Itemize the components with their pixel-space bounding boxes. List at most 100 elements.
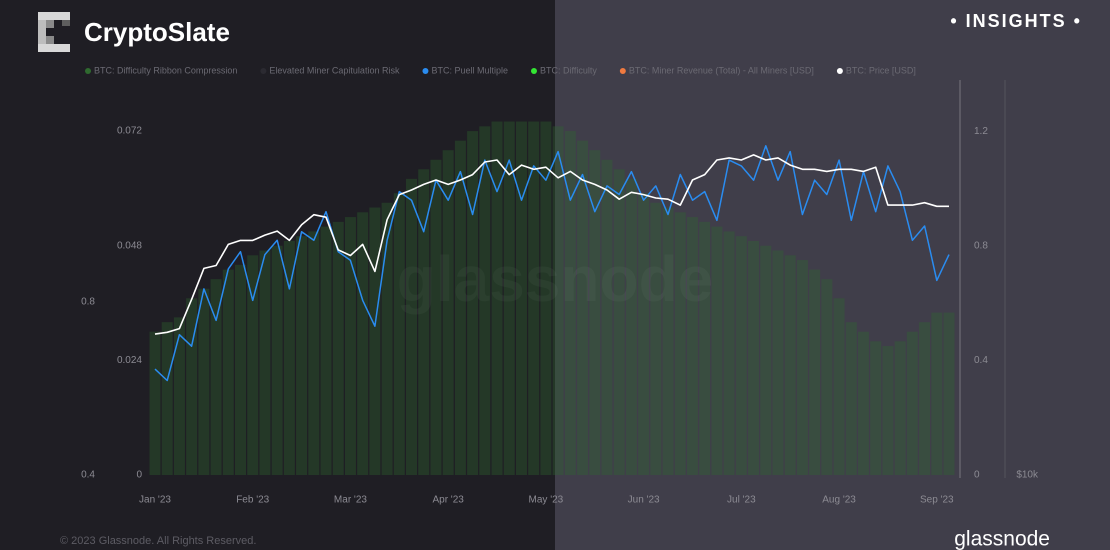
y-tick-label: 1.2 xyxy=(974,126,988,137)
bar xyxy=(601,159,613,475)
bar xyxy=(735,236,747,475)
bar xyxy=(711,226,723,475)
bar xyxy=(235,264,247,475)
bar xyxy=(479,126,491,475)
bar xyxy=(674,212,686,475)
y3-tick-label: 0.8 xyxy=(81,297,95,308)
bar xyxy=(931,312,943,475)
bar xyxy=(528,121,540,476)
bar xyxy=(222,269,234,475)
copyright: © 2023 Glassnode. All Rights Reserved. xyxy=(60,535,256,547)
bar xyxy=(894,341,906,475)
bar xyxy=(943,312,955,475)
bar xyxy=(723,231,735,475)
bar xyxy=(467,131,479,475)
bar xyxy=(540,121,552,476)
bar xyxy=(332,221,344,475)
legend-marker xyxy=(530,68,537,74)
bar xyxy=(613,169,625,475)
y-tick-label: 0 xyxy=(974,470,980,481)
x-tick-label: Mar '23 xyxy=(334,495,367,506)
bar xyxy=(369,207,381,475)
x-tick-label: Feb '23 xyxy=(236,495,269,506)
bar xyxy=(906,331,918,475)
x-tick-label: Aug '23 xyxy=(822,495,856,506)
x-tick-label: Jul '23 xyxy=(727,495,756,506)
bar xyxy=(186,298,198,475)
logo-icon xyxy=(38,12,70,52)
bar xyxy=(577,140,589,476)
y3-tick-label: 0.4 xyxy=(81,470,95,481)
x-tick-label: Jan '23 xyxy=(139,495,171,506)
bar xyxy=(772,250,784,475)
bar xyxy=(564,131,576,475)
bar xyxy=(845,322,857,475)
bar xyxy=(515,121,527,476)
bar xyxy=(919,322,931,475)
bar xyxy=(760,245,772,475)
bar xyxy=(552,126,564,475)
bar xyxy=(247,255,259,475)
bar xyxy=(796,260,808,475)
bar xyxy=(308,231,320,475)
bar xyxy=(210,279,222,475)
bar xyxy=(503,121,515,476)
bar xyxy=(638,193,650,475)
y-tick-label: 0.4 xyxy=(974,355,988,366)
bar xyxy=(870,341,882,475)
bar xyxy=(784,255,796,475)
x-tick-label: Sep '23 xyxy=(920,495,954,506)
bar xyxy=(149,331,161,475)
series-line xyxy=(154,154,949,335)
bar xyxy=(454,140,466,476)
bar xyxy=(821,279,833,475)
y2-tick-label: 0.024 xyxy=(117,355,142,366)
x-tick-label: Apr '23 xyxy=(432,495,464,506)
y2-tick-label: 0 xyxy=(136,470,142,481)
legend-label: BTC: Difficulty xyxy=(540,65,597,75)
bar xyxy=(418,169,430,475)
bar xyxy=(393,193,405,475)
y-tick-label: 0.8 xyxy=(974,241,988,252)
bar xyxy=(491,121,503,476)
watermark: glassnode xyxy=(397,243,714,315)
bar xyxy=(748,240,760,475)
legend-marker xyxy=(85,68,91,74)
bar xyxy=(857,331,869,475)
tag: • INSIGHTS • xyxy=(950,11,1082,31)
bar xyxy=(161,322,173,475)
plot xyxy=(149,121,955,476)
legend-marker xyxy=(260,68,267,74)
bg-left xyxy=(0,0,555,550)
bar xyxy=(430,159,442,475)
bar xyxy=(357,212,369,475)
bar xyxy=(589,150,601,475)
bar xyxy=(344,217,356,475)
bar xyxy=(259,250,271,475)
bar xyxy=(296,236,308,475)
legend-marker xyxy=(836,68,843,74)
bar xyxy=(625,178,637,476)
bar xyxy=(882,346,894,475)
legend-label: BTC: Price [USD] xyxy=(846,65,916,75)
bar xyxy=(650,202,662,475)
bar xyxy=(271,245,283,475)
y2-tick-label: 0.072 xyxy=(117,126,142,137)
legend-marker xyxy=(619,68,626,74)
x-tick-label: Jun '23 xyxy=(628,495,660,506)
y2-tick-label: 0.048 xyxy=(117,240,142,251)
bar xyxy=(381,202,393,475)
bar xyxy=(320,226,332,475)
bar xyxy=(406,178,418,476)
legend-label: BTC: Difficulty Ribbon Compression xyxy=(94,65,237,75)
bar xyxy=(809,269,821,475)
footer-logo: glassnode xyxy=(954,528,1050,550)
bar xyxy=(833,298,845,475)
x-tick-label: May '23 xyxy=(529,495,564,506)
bar xyxy=(699,221,711,475)
bar xyxy=(283,240,295,475)
bar xyxy=(173,317,185,475)
series-line xyxy=(154,145,950,382)
legend-label: Elevated Miner Capitulation Risk xyxy=(269,65,400,75)
